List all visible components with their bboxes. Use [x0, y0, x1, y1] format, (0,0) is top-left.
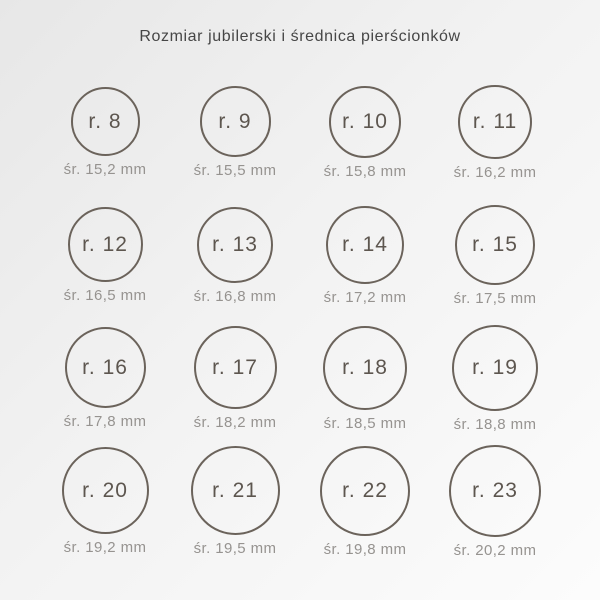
ring-size-label: r. 8	[88, 109, 122, 133]
ring-circle: r. 23	[449, 444, 541, 537]
ring-diameter-label: śr. 16,2 mm	[453, 163, 537, 181]
ring-cell: r. 18 śr. 18,5 mm	[300, 317, 430, 440]
ring-cell: r. 19 śr. 18,8 mm	[430, 317, 560, 440]
ring-diameter-label: śr. 19,5 mm	[193, 540, 277, 557]
ring-circle: r. 10	[329, 85, 401, 158]
ring-cell: r. 16 śr. 17,8 mm	[40, 317, 170, 440]
ring-cell: r. 21 śr. 19,5 mm	[170, 440, 300, 563]
ring-cell: r. 22 śr. 19,8 mm	[300, 440, 430, 563]
ring-cell: r. 23 śr. 20,2 mm	[430, 440, 560, 563]
ring-size-label: r. 23	[472, 478, 518, 502]
ring-grid: r. 8 śr. 15,2 mm r. 9 śr. 15,5 mm r. 10 …	[40, 71, 560, 563]
ring-cell: r. 13 śr. 16,8 mm	[170, 194, 300, 317]
ring-circle: r. 15	[455, 204, 535, 285]
ring-diameter-label: śr. 16,8 mm	[193, 287, 277, 305]
ring-diameter-label: śr. 16,5 mm	[63, 287, 147, 304]
ring-diameter-label: śr. 20,2 mm	[453, 541, 537, 559]
ring-cell: r. 8 śr. 15,2 mm	[40, 71, 170, 194]
ring-diameter-label: śr. 17,8 mm	[63, 413, 147, 430]
ring-size-label: r. 10	[342, 109, 388, 133]
ring-size-label: r. 15	[472, 232, 518, 256]
ring-size-label: r. 18	[342, 355, 388, 379]
ring-cell: r. 20 śr. 19,2 mm	[40, 440, 170, 563]
ring-circle: r. 9	[199, 86, 271, 157]
ring-cell: r. 10 śr. 15,8 mm	[300, 71, 430, 194]
ring-circle: r. 20	[61, 447, 149, 534]
ring-diameter-label: śr. 17,5 mm	[453, 289, 537, 307]
ring-cell: r. 11 śr. 16,2 mm	[430, 71, 560, 194]
ring-cell: r. 12 śr. 16,5 mm	[40, 194, 170, 317]
ring-size-label: r. 9	[218, 109, 252, 133]
ring-size-label: r. 14	[342, 232, 388, 256]
ring-circle: r. 14	[326, 205, 404, 284]
ring-diameter-label: śr. 18,2 mm	[193, 414, 277, 431]
ring-size-label: r. 17	[212, 355, 258, 379]
ring-diameter-label: śr. 18,8 mm	[453, 415, 537, 433]
ring-size-label: r. 13	[212, 232, 258, 256]
ring-circle: r. 8	[70, 87, 140, 156]
chart-title: Rozmiar jubilerski i średnica pierścionk…	[139, 28, 461, 45]
ring-circle: r. 17	[193, 326, 277, 409]
ring-cell: r. 9 śr. 15,5 mm	[170, 71, 300, 194]
ring-cell: r. 15 śr. 17,5 mm	[430, 194, 560, 317]
ring-size-label: r. 20	[82, 478, 128, 502]
ring-diameter-label: śr. 15,5 mm	[193, 162, 277, 179]
ring-size-label: r. 12	[82, 232, 128, 256]
ring-circle: r. 11	[458, 84, 532, 159]
ring-circle: r. 18	[323, 325, 407, 410]
ring-size-label: r. 22	[342, 478, 388, 502]
ring-size-label: r. 21	[212, 478, 258, 502]
ring-diameter-label: śr. 19,8 mm	[323, 540, 407, 558]
ring-circle: r. 13	[197, 206, 273, 283]
ring-diameter-label: śr. 18,5 mm	[323, 414, 407, 432]
ring-size-label: r. 19	[472, 355, 518, 379]
ring-circle: r. 21	[190, 446, 280, 535]
ring-circle: r. 12	[67, 207, 143, 282]
ring-circle: r. 16	[64, 327, 146, 408]
ring-cell: r. 17 śr. 18,2 mm	[170, 317, 300, 440]
ring-size-label: r. 11	[472, 109, 518, 133]
ring-diameter-label: śr. 19,2 mm	[63, 539, 147, 556]
ring-diameter-label: śr. 15,8 mm	[323, 162, 407, 180]
ring-cell: r. 14 śr. 17,2 mm	[300, 194, 430, 317]
ring-circle: r. 22	[320, 445, 410, 536]
ring-diameter-label: śr. 15,2 mm	[63, 161, 147, 178]
ring-size-label: r. 16	[82, 355, 128, 379]
ring-diameter-label: śr. 17,2 mm	[323, 288, 407, 306]
ring-circle: r. 19	[452, 324, 538, 411]
